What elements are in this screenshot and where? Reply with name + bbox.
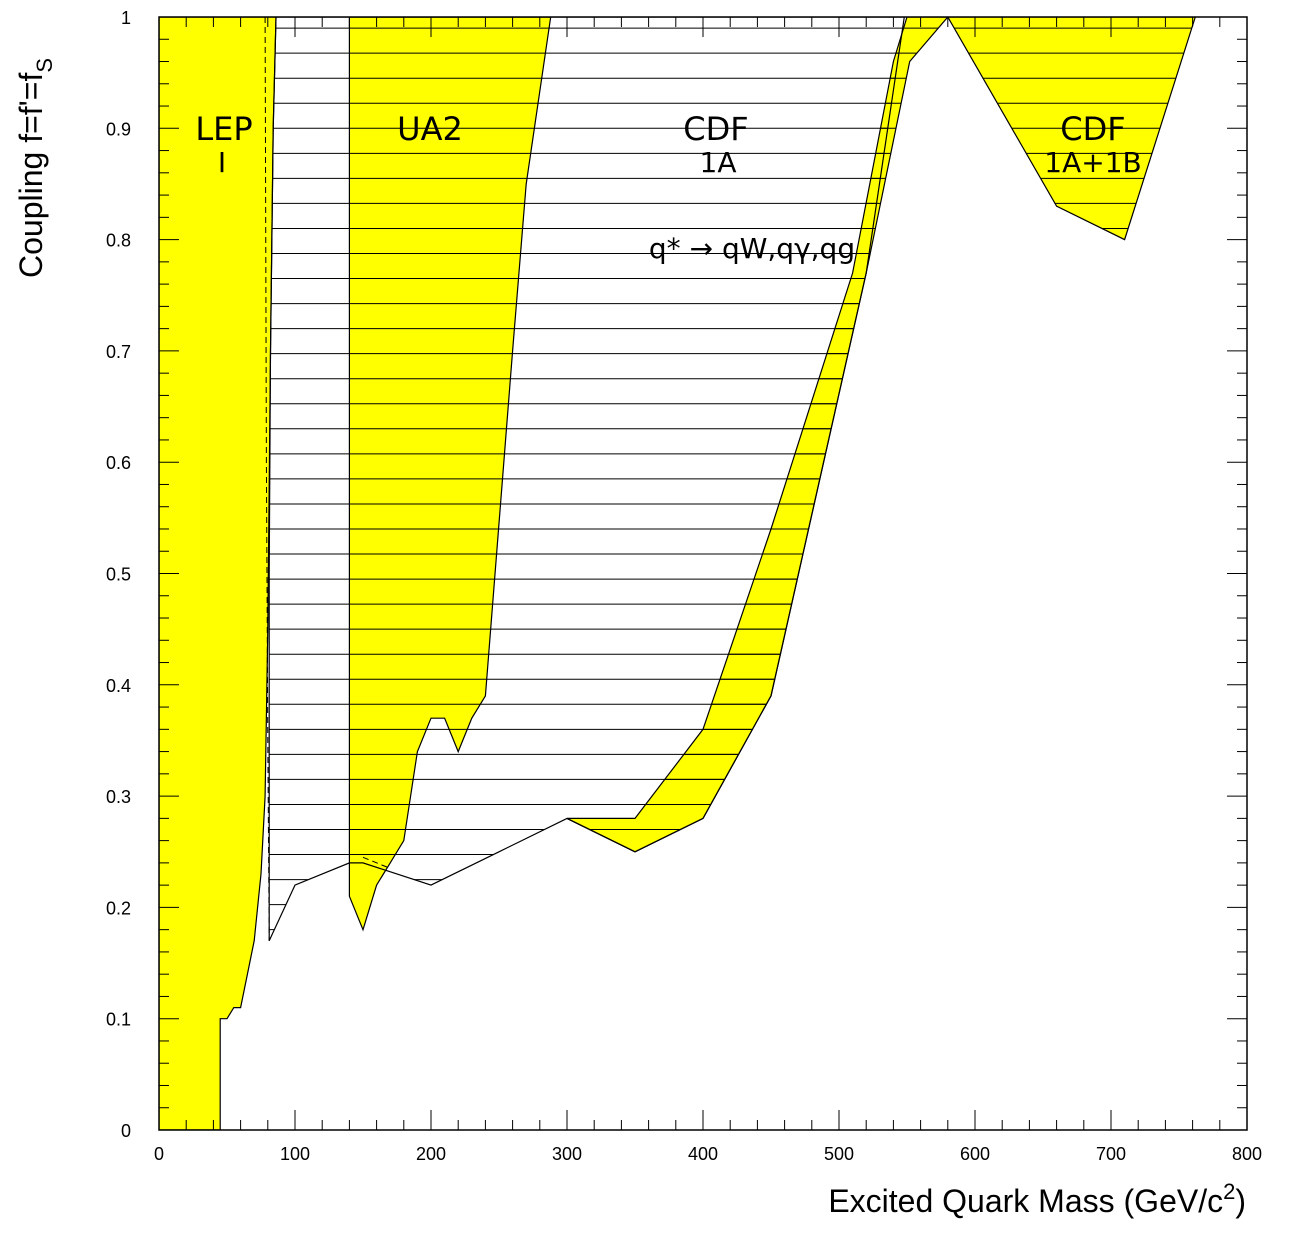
y-tick-label: 1	[121, 8, 131, 28]
region-sublabel-cdf-1a1b: 1A+1B	[1044, 146, 1141, 179]
process-annotation: q* → qW,qγ,qg	[649, 232, 855, 265]
y-tick-label: 0.8	[106, 231, 131, 251]
region-fill-ua2	[348, 17, 552, 932]
y-tick-label: 0.5	[106, 565, 131, 585]
x-tick-label: 700	[1096, 1144, 1126, 1164]
region-outline-cdf-1a	[268, 17, 905, 942]
tick-labels: 0 100 200 300 400 500 600 700 800 0 0.1 0.2 0.3 0.4 0.…	[106, 8, 1262, 1164]
y-tick-label: 0.4	[106, 676, 131, 696]
x-tick-label: 300	[552, 1144, 582, 1164]
region-sublabel-lep: I	[218, 146, 226, 179]
y-tick-label: 0.1	[106, 1010, 131, 1030]
region-label-ua2: UA2	[397, 110, 463, 148]
y-tick-label: 0.9	[106, 119, 131, 139]
x-tick-label: 200	[416, 1144, 446, 1164]
region-sublabel-cdf-1a: 1A	[700, 146, 737, 179]
y-tick-label: 0.2	[106, 898, 131, 918]
y-tick-label: 0.7	[106, 342, 131, 362]
x-tick-label: 0	[154, 1144, 164, 1164]
x-axis-title: Excited Quark Mass (GeV/c2)	[828, 1179, 1246, 1219]
ua2-dashed-edge	[362, 856, 391, 869]
region-label-cdf-1a: CDF	[683, 110, 748, 148]
x-tick-label: 500	[824, 1144, 854, 1164]
y-tick-label: 0.3	[106, 787, 131, 807]
axis-ticks	[158, 16, 1248, 1131]
x-tick-label: 100	[280, 1144, 310, 1164]
x-tick-label: 400	[688, 1144, 718, 1164]
exclusion-regions	[159, 17, 1196, 1130]
region-fill-cdf-1a-band	[566, 17, 949, 853]
lep-dashed-line	[264, 17, 270, 941]
y-tick-label: 0	[121, 1121, 131, 1141]
x-tick-label: 800	[1232, 1144, 1262, 1164]
region-label-lep: LEP	[195, 110, 252, 148]
y-tick-label: 0.6	[106, 453, 131, 473]
y-axis-title: Coupling f=f'=fS	[13, 58, 57, 278]
region-label-cdf-1a1b: CDF	[1060, 110, 1125, 148]
x-tick-label: 600	[960, 1144, 990, 1164]
region-outlines	[264, 17, 905, 942]
